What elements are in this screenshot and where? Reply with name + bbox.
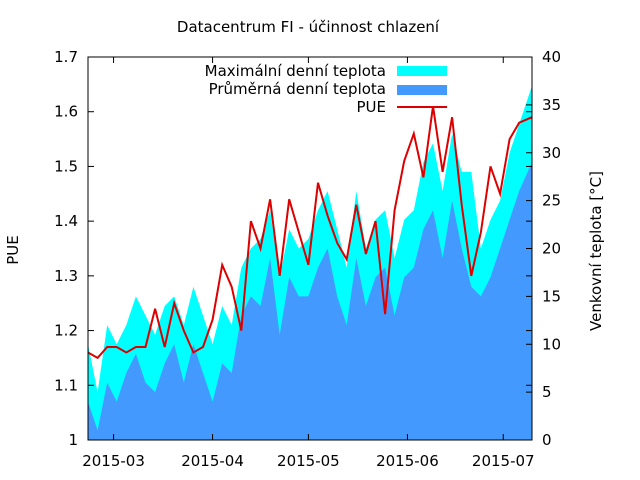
right-tick-label: 25 bbox=[542, 192, 561, 210]
legend-swatch-avg-temp bbox=[397, 85, 447, 95]
left-tick-label: 1.6 bbox=[54, 103, 78, 121]
right-tick-label: 0 bbox=[542, 431, 552, 449]
right-tick-label: 40 bbox=[542, 48, 561, 66]
pue-line-group bbox=[87, 106, 533, 360]
temperature-areas bbox=[88, 85, 532, 441]
bottom-tick-label: 2015-06 bbox=[376, 452, 439, 470]
bottom-tick-label: 2015-07 bbox=[472, 452, 535, 470]
bottom-axis: 2015-03 2015-04 2015-05 2015-06 2015-07 bbox=[82, 57, 535, 470]
area-series-1 bbox=[88, 162, 532, 441]
legend-swatch-max-temp bbox=[397, 66, 447, 76]
left-tick-label: 1 bbox=[68, 431, 78, 449]
y-axis-label: PUE bbox=[4, 235, 22, 265]
right-axis: 0 5 10 15 20 25 30 35 40 bbox=[526, 48, 561, 449]
left-tick-label: 1.2 bbox=[54, 322, 78, 340]
right-tick-label: 20 bbox=[542, 240, 561, 258]
left-tick-label: 1.3 bbox=[54, 267, 78, 285]
y2-axis-label: Venkovní teplota [°C] bbox=[587, 171, 605, 331]
right-tick-label: 30 bbox=[542, 144, 561, 162]
legend: Maximální denní teplota Průměrná denní t… bbox=[205, 62, 447, 116]
right-tick-label: 15 bbox=[542, 287, 561, 305]
bottom-tick-label: 2015-03 bbox=[82, 452, 145, 470]
right-tick-label: 5 bbox=[542, 383, 552, 401]
bottom-tick-label: 2015-04 bbox=[181, 452, 244, 470]
left-tick-label: 1.1 bbox=[54, 376, 78, 394]
legend-label-pue: PUE bbox=[356, 98, 386, 116]
left-tick-label: 1.5 bbox=[54, 157, 78, 175]
chart-title: Datacentrum FI - účinnost chlazení bbox=[177, 18, 440, 36]
left-tick-label: 1.7 bbox=[54, 48, 78, 66]
left-tick-label: 1.4 bbox=[54, 212, 78, 230]
legend-label-avg-temp: Průměrná denní teplota bbox=[209, 80, 386, 98]
left-axis: 1 1.1 1.2 1.3 1.4 1.5 1.6 1.7 bbox=[54, 48, 532, 449]
legend-label-max-temp: Maximální denní teplota bbox=[205, 62, 386, 80]
right-tick-label: 35 bbox=[542, 96, 561, 114]
pue-line bbox=[87, 106, 533, 360]
bottom-tick-label: 2015-05 bbox=[277, 452, 340, 470]
right-tick-label: 10 bbox=[542, 335, 561, 353]
